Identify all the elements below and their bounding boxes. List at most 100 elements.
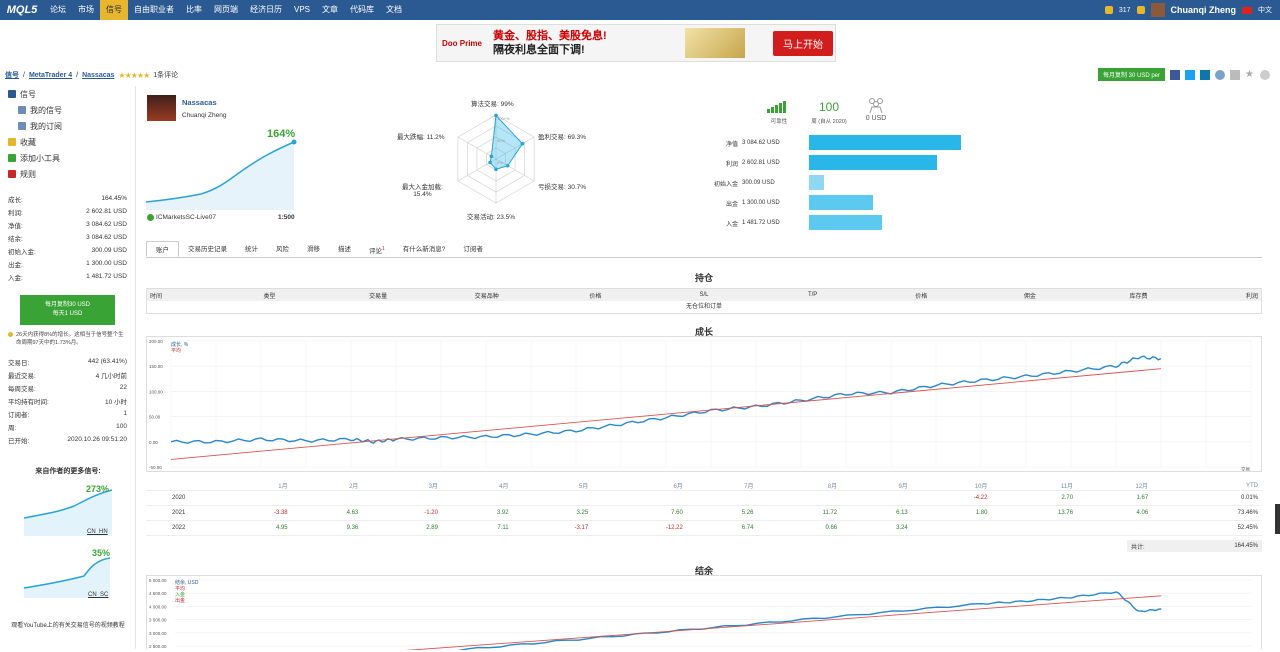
- avatar[interactable]: [1150, 3, 1165, 17]
- positions-column[interactable]: 价格: [915, 293, 928, 300]
- month-cell: 7.60: [592, 505, 687, 521]
- y-tick-label: 2 500.00: [149, 644, 167, 649]
- month-header: 8月: [757, 481, 842, 491]
- radar-label-loss: 亏损交易: 30.7%: [538, 184, 587, 191]
- sidebar-item[interactable]: 我的信号: [0, 102, 135, 118]
- ad-banner[interactable]: Doo Prime 黄金、股指、美股免息! 隔夜利息全面下调! 马上开始: [436, 24, 836, 62]
- month-cell: -4.22: [911, 490, 992, 506]
- breadcrumb-signals[interactable]: 信号: [5, 72, 19, 79]
- nav-item[interactable]: 论坛: [50, 5, 66, 14]
- rating-stars: ★★★★★: [118, 70, 150, 80]
- tab[interactable]: 统计: [236, 241, 267, 257]
- mini-signal-cn-sc[interactable]: 35%: [23, 548, 114, 598]
- nav-item[interactable]: VPS: [294, 5, 311, 14]
- mini-signal-cn-hn[interactable]: 273%: [23, 484, 114, 536]
- legend-balance: 结余, USD: [175, 580, 199, 586]
- breadcrumb-signal[interactable]: Nassacas: [82, 71, 115, 79]
- tab[interactable]: 账户: [146, 241, 179, 257]
- positions-empty: 无仓位和订单: [685, 304, 722, 310]
- year-cell: 2020: [146, 490, 212, 506]
- user-name[interactable]: Chuanqi Zheng: [1170, 5, 1237, 15]
- wallet-icon[interactable]: [1136, 6, 1145, 14]
- messages-icon[interactable]: [1104, 6, 1113, 14]
- positions-column[interactable]: 佣金: [1023, 293, 1036, 300]
- stat-row: 净值: 3 084.62 USD: [0, 218, 135, 231]
- messages-count[interactable]: 317: [1118, 6, 1131, 14]
- month-cell: -3.38: [212, 505, 292, 521]
- balance-bar-label: 初始入金: [713, 181, 738, 188]
- stat-row: 每周交易: 22: [0, 381, 135, 394]
- chat-icon[interactable]: [1215, 69, 1225, 80]
- mini1-name[interactable]: CN_HN: [87, 529, 108, 535]
- youtube-link[interactable]: 观看YouTube上的有关交易信号的视频教程: [11, 623, 125, 629]
- positions-column[interactable]: 库存费: [1129, 293, 1148, 300]
- linkedin-icon[interactable]: [1200, 69, 1210, 80]
- sidebar-item[interactable]: 信号: [0, 86, 135, 102]
- balance-bar: [809, 135, 961, 150]
- stat-label: 利润:: [8, 209, 23, 217]
- scrollbar-thumb[interactable]: [1275, 504, 1280, 534]
- radar-chart: 100+% 50% 0%: [457, 113, 535, 204]
- positions-column[interactable]: 时间: [150, 293, 163, 300]
- month-header: 7月: [686, 481, 758, 491]
- breadcrumb-mt4[interactable]: MetaTrader 4: [28, 71, 73, 79]
- mql5-logo[interactable]: MQL5: [6, 4, 38, 16]
- language-select[interactable]: 中文: [1258, 7, 1272, 14]
- banner-cta-button[interactable]: 马上开始: [773, 30, 833, 56]
- twitter-icon[interactable]: [1185, 69, 1195, 80]
- subscribe-small-button[interactable]: 每月复制 30 USD per: [1097, 68, 1165, 81]
- nav-item[interactable]: 经济日历: [250, 5, 282, 14]
- positions-column[interactable]: 交易量: [369, 293, 388, 300]
- tab[interactable]: 描述: [329, 241, 360, 257]
- positions-column[interactable]: 交易品种: [474, 293, 499, 300]
- tab[interactable]: 评论1: [360, 241, 394, 257]
- positions-column[interactable]: 价格: [589, 293, 602, 300]
- stat-value: 22: [119, 384, 127, 391]
- tab-count-badge: 1: [382, 246, 385, 252]
- tab[interactable]: 有什么新消息?: [394, 241, 455, 257]
- nav-item[interactable]: 文档: [386, 5, 403, 14]
- sidebar-item[interactable]: 规则: [0, 166, 135, 182]
- positions-column[interactable]: 利润: [1245, 293, 1258, 300]
- facebook-icon[interactable]: [1170, 69, 1180, 80]
- positions-column[interactable]: 类型: [263, 293, 276, 300]
- flag-icon[interactable]: [1242, 6, 1252, 14]
- nav-item[interactable]: 代码库: [350, 5, 375, 14]
- month-header: 12月: [1077, 481, 1153, 491]
- sidebar-item[interactable]: 添加小工具: [0, 150, 135, 166]
- header-growth-chart: [146, 139, 297, 210]
- tab[interactable]: 交易历史记录: [179, 241, 236, 257]
- nav-item[interactable]: 信号: [100, 0, 128, 20]
- banner-brand: Doo Prime: [441, 38, 482, 48]
- tab-label: 账户: [156, 247, 169, 254]
- nav-item[interactable]: 网页端: [214, 5, 238, 14]
- broker-server[interactable]: ICMarketsSC-Live07: [156, 214, 216, 221]
- stat-row: 平均持有时间: 10 小时: [0, 394, 135, 407]
- tab[interactable]: 订阅者: [454, 241, 492, 257]
- rules-icon: [8, 170, 16, 178]
- month-cell: 4.95: [212, 520, 292, 536]
- positions-column[interactable]: T/P: [807, 292, 818, 298]
- balance-bar-label: 利润: [725, 161, 738, 168]
- mini2-name[interactable]: CN_SC: [88, 592, 109, 598]
- print-icon[interactable]: [1230, 69, 1240, 80]
- settings-gear-icon[interactable]: [1260, 69, 1270, 80]
- nav-item[interactable]: 自由职业者: [134, 5, 174, 14]
- tab[interactable]: 滑移: [298, 241, 329, 257]
- reviews-count[interactable]: 1条评论: [153, 72, 179, 79]
- mini-chart-1: [23, 489, 113, 536]
- sidebar-item[interactable]: 我的订阅: [0, 118, 135, 134]
- month-cell: 4.63: [291, 505, 363, 521]
- month-cell: 6.74: [686, 520, 758, 536]
- nav-item[interactable]: 文章: [322, 5, 339, 14]
- tab[interactable]: 风险: [267, 241, 298, 257]
- subscribe-button[interactable]: 每月复制30 USD 每天1 USD: [20, 295, 115, 325]
- nav-item[interactable]: 市场: [78, 5, 94, 14]
- signal-name[interactable]: Nassacas: [182, 98, 217, 107]
- nav-item[interactable]: 比率: [186, 5, 202, 14]
- signal-owner[interactable]: Chuanqi Zheng: [182, 112, 227, 119]
- favorite-star-icon[interactable]: ★: [1245, 68, 1254, 80]
- positions-column[interactable]: S/L: [699, 292, 709, 298]
- month-cell: [441, 490, 513, 506]
- sidebar-item[interactable]: 收藏: [0, 134, 135, 150]
